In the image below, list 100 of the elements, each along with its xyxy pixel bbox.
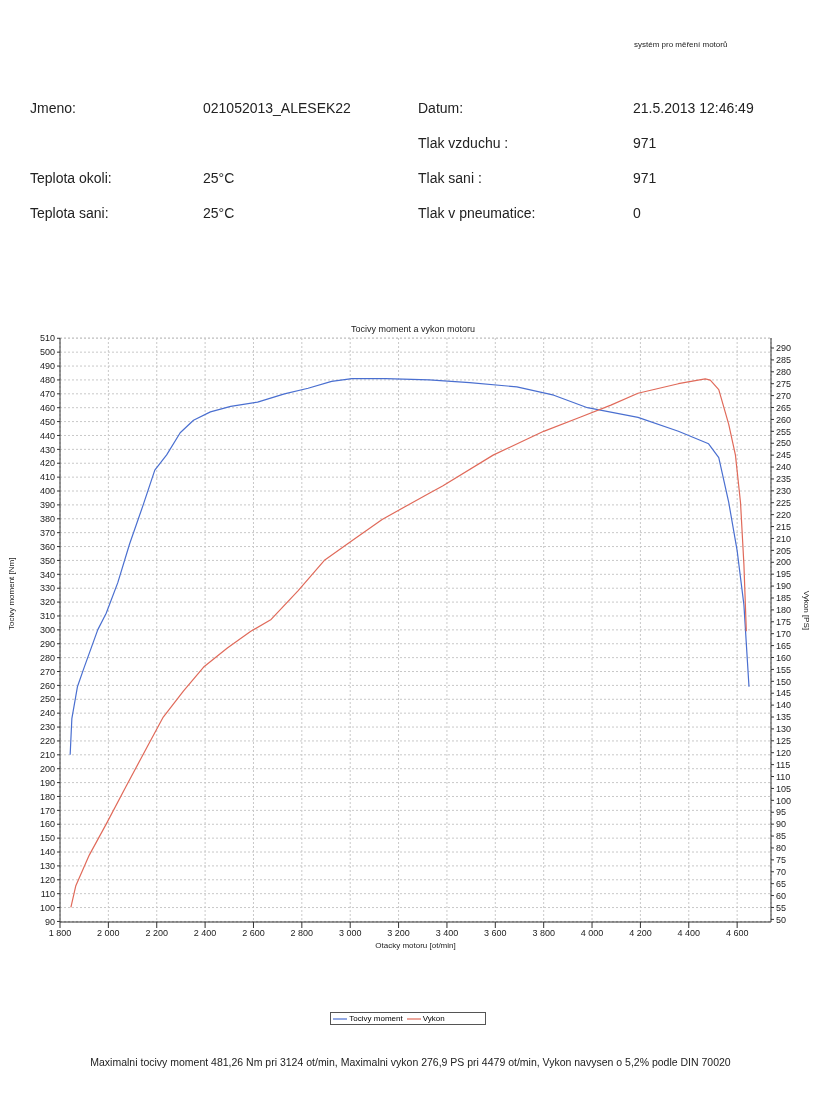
y-tick-label: 210 [39, 750, 55, 761]
y-tick-label: 120 [39, 874, 55, 885]
y2-tick-label: 110 [776, 771, 791, 782]
y-tick-label: 470 [39, 389, 55, 400]
x-tick-label: 4 000 [580, 928, 604, 939]
legend-label: Tocivy moment [348, 1014, 403, 1023]
y2-tick-label: 140 [776, 700, 792, 711]
y-tick-label: 380 [39, 513, 55, 524]
y-tick-label: 370 [39, 527, 55, 538]
y2-tick-label: 75 [776, 855, 787, 866]
y2-tick-label: 55 [776, 902, 787, 913]
y2-tick-label: 90 [776, 819, 787, 830]
y2-tick-label: 120 [776, 747, 792, 758]
y-tick-label: 280 [39, 652, 55, 663]
y2-tick-label: 275 [776, 378, 792, 389]
text: Tlak vzduchu : [418, 135, 509, 151]
text: 971 [633, 135, 657, 151]
x-tick-label: 1 800 [48, 928, 72, 939]
y-tick-label: 100 [39, 902, 55, 913]
text: Teplota sani: [30, 205, 109, 221]
y-tick-label: 430 [39, 444, 55, 455]
y2-tick-label: 170 [776, 628, 792, 639]
y2-tick-label: 245 [776, 450, 792, 461]
y2-tick-label: 205 [776, 545, 792, 556]
y2-tick-label: 175 [776, 616, 792, 627]
x-tick-label: 2 800 [290, 928, 314, 939]
y-tick-label: 160 [39, 819, 55, 830]
y-tick-label: 130 [39, 861, 55, 872]
y2-tick-label: 135 [776, 712, 792, 723]
y2-tick-label: 150 [776, 676, 792, 687]
text: Tlak v pneumatice: [418, 205, 536, 221]
y-axis-title: Tocivy moment [Nm] [6, 557, 16, 630]
y2-tick-label: 130 [776, 724, 792, 735]
text: Maximalni tocivy moment 481,26 Nm pri 3124 ot/min, Maximalni vykon 276,9 PS pri 4479 ot/min, Vykon navysen o 5,2% podle DIN 70020 [89, 1056, 732, 1068]
y2-tick-label: 185 [776, 593, 792, 604]
y2-tick-label: 240 [776, 462, 792, 473]
x-tick-label: 2 400 [193, 928, 217, 939]
line-series [69, 377, 750, 756]
x-tick-label: 2 000 [97, 928, 120, 939]
y2-tick-label: 115 [776, 759, 791, 770]
y-tick-label: 220 [39, 736, 55, 747]
y2-tick-label: 250 [776, 438, 792, 449]
y-tick-label: 340 [39, 569, 55, 580]
text: Jmeno: [30, 100, 76, 116]
text: 25°C [203, 170, 235, 186]
text: Tlak sani : [418, 170, 482, 186]
y2-tick-label: 125 [776, 736, 792, 747]
y-tick-label: 480 [39, 375, 55, 386]
y-tick-label: 330 [39, 583, 55, 594]
text: 21.5.2013 12:46:49 [633, 100, 754, 116]
y2-axis-title: Vykon [PS] [802, 590, 812, 630]
y2-tick-label: 195 [776, 569, 792, 580]
y2-tick-label: 265 [776, 402, 792, 413]
y2-tick-label: 50 [776, 914, 787, 925]
y2-tick-label: 215 [776, 521, 792, 532]
y-tick-label: 350 [39, 555, 55, 566]
y-tick-label: 490 [39, 361, 55, 372]
y2-tick-label: 270 [776, 390, 792, 401]
x-tick-label: 2 200 [145, 928, 168, 939]
y2-tick-label: 235 [776, 474, 792, 485]
y-tick-label: 230 [39, 722, 55, 733]
text: Teplota okoli: [30, 170, 112, 186]
y-tick-label: 290 [39, 638, 55, 649]
y2-tick-label: 190 [776, 581, 792, 592]
y-tick-label: 510 [39, 333, 55, 344]
y-tick-label: 190 [39, 777, 55, 788]
y-tick-label: 200 [39, 763, 55, 774]
x-tick-label: 2 600 [242, 928, 265, 939]
y-tick-label: 440 [39, 430, 55, 441]
y-tick-label: 400 [39, 486, 55, 497]
text: 25°C [203, 205, 235, 221]
y2-tick-label: 280 [776, 367, 792, 377]
y2-tick-label: 200 [776, 557, 792, 568]
y-tick-label: 310 [39, 611, 55, 622]
y2-tick-label: 65 [776, 878, 787, 889]
y2-tick-label: 255 [776, 426, 792, 437]
x-tick-label: 4 400 [677, 928, 701, 939]
y2-tick-label: 70 [776, 866, 787, 877]
y2-tick-label: 230 [776, 486, 792, 497]
y2-tick-label: 260 [776, 414, 792, 425]
y2-tick-label: 95 [776, 807, 787, 818]
y-tick-label: 270 [39, 666, 55, 677]
x-tick-label: 3 600 [484, 928, 507, 939]
y2-tick-label: 210 [776, 533, 792, 544]
y2-tick-label: 100 [776, 795, 792, 806]
y2-tick-label: 85 [776, 831, 787, 842]
y2-tick-label: 60 [776, 890, 787, 901]
y-tick-label: 170 [39, 805, 55, 816]
y2-tick-label: 155 [776, 664, 792, 675]
x-tick-label: 4 200 [629, 928, 652, 939]
x-tick-label: 3 200 [387, 928, 410, 939]
y2-tick-label: 145 [776, 688, 792, 699]
line-series [70, 378, 747, 909]
y-tick-label: 110 [40, 888, 55, 899]
y2-tick-label: 180 [776, 605, 792, 616]
y-tick-label: 320 [39, 597, 55, 608]
chart-title: Tocivy moment a vykon motoru [349, 324, 476, 334]
y-tick-label: 420 [39, 458, 55, 469]
text: systém pro měření motorů [634, 40, 728, 49]
y2-tick-label: 290 [776, 343, 792, 354]
